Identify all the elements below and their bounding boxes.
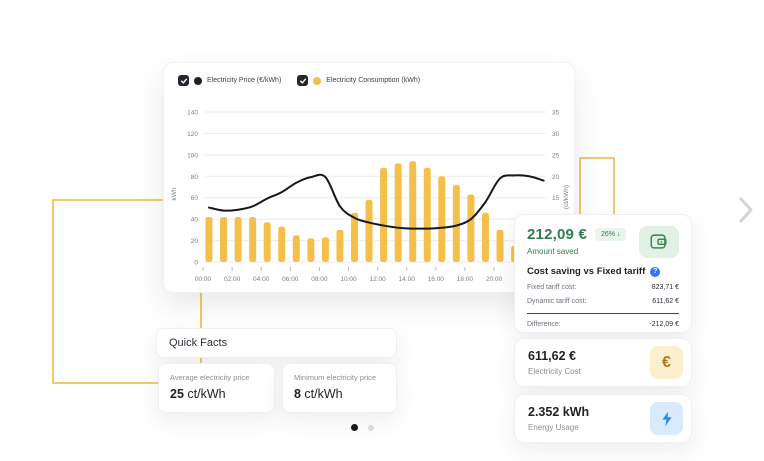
chart-legend: Electricity Price (€/kWh) Electricity Co… [178,75,420,86]
fixed-tariff-row: Fixed tariff cost: 823,71 € [527,284,679,291]
x-axis-tick-label: 20:00 [486,276,503,283]
consumption-bar [292,235,300,262]
price-series-dot-icon [194,76,202,85]
divider [527,313,679,314]
checkbox-checked-icon[interactable] [297,75,309,86]
minimum-price-label: Minimum electricity price [294,373,377,382]
legend-item-price[interactable]: Electricity Price (€/kWh) [178,75,281,86]
left-axis-tick: 120 [187,131,198,138]
x-axis-tick-label: 04:00 [253,276,270,283]
consumption-bar [234,217,242,262]
left-axis-tick: 0 [194,260,198,267]
electricity-cost-card: 611,62 € Electricity Cost € [514,338,692,387]
x-axis-tick-label: 18:00 [457,276,474,283]
dynamic-tariff-row: Dynamic tariff cost: 611,62 € [527,298,679,305]
x-axis-tick-label: 16:00 [428,276,445,283]
legend-label-price: Electricity Price (€/kWh) [207,77,282,84]
consumption-bar [336,229,344,262]
energy-usage-card: 2.352 kWh Energy Usage [514,394,692,443]
chevron-right-icon [739,197,753,223]
consumption-bar [278,226,286,262]
left-axis-tick: 60 [191,195,199,202]
consumption-bar [307,238,315,262]
x-axis-tick-label: 14:00 [399,276,416,283]
consumption-bar [452,184,460,262]
consumption-bar [249,217,257,262]
right-axis-tick: 30 [552,131,560,138]
quick-facts-title: Quick Facts [169,337,228,349]
carousel-dot-active[interactable] [351,424,358,431]
right-axis-tick: 25 [552,152,560,159]
energy-usage-value: 2.352 kWh [528,405,590,419]
consumption-bar [438,176,446,262]
chart-panel: Electricity Price (€/kWh) Electricity Co… [163,62,575,293]
consumption-bar [205,217,213,262]
consumption-bar [220,217,228,262]
amount-saved-label: Amount saved [527,247,579,256]
consumption-bar [365,199,373,262]
legend-label-consumption: Electricity Consumption (kWh) [326,77,421,84]
left-axis-tick: 40 [191,217,199,224]
consumption-bar [263,222,271,262]
left-axis-tick: 140 [187,110,198,117]
consumption-bar [467,194,475,262]
info-icon[interactable]: ? [650,266,661,277]
carousel-next-button[interactable] [734,194,758,226]
consumption-series-dot-icon [313,76,322,85]
consumption-price-chart: 0 20 40 60 80 100 120 140 15 20 25 30 35 kWh (ct/kWh) 0… [171,110,570,284]
minimum-price-card: Minimum electricity price 8 ct/kWh [282,363,397,413]
x-axis-tick-label: 06:00 [282,276,299,283]
average-price-value: 25 ct/kWh [170,387,226,401]
carousel-dots [351,424,374,431]
euro-icon: € [650,346,683,379]
x-axis-tick-label: 10:00 [340,276,357,283]
x-axis-tick-label: 12:00 [369,276,386,283]
cost-saving-title: Cost saving vs Fixed tariff [527,266,646,277]
average-price-label: Average electricity price [170,373,250,382]
left-axis-title: kWh [171,187,178,200]
left-axis-tick: 80 [191,174,199,181]
x-axis-tick-label: 00:00 [195,276,212,283]
amount-saved-value: 212,09 € [527,226,587,243]
average-price-card: Average electricity price 25 ct/kWh [158,363,275,413]
wallet-icon [639,226,679,258]
energy-usage-label: Energy Usage [528,423,579,432]
checkbox-checked-icon[interactable] [178,75,189,86]
consumption-bar [481,212,489,262]
consumption-bar [394,163,402,262]
cost-saving-card: 212,09 € 26% ↓ Amount saved Cost saving … [514,214,692,333]
lightning-bolt-icon [650,402,683,435]
right-axis-tick: 15 [552,195,560,202]
legend-item-consumption[interactable]: Electricity Consumption (kWh) [297,75,420,86]
electricity-cost-label: Electricity Cost [528,367,581,376]
consumption-bar [351,212,358,262]
difference-row: Difference: -212,09 € [527,321,679,328]
savings-percent-badge: 26% ↓ [595,228,627,241]
x-axis-tick-label: 02:00 [224,276,241,283]
left-axis-tick: 100 [187,152,198,159]
consumption-bar [380,167,388,262]
carousel-dot-inactive[interactable] [368,424,374,431]
minimum-price-value: 8 ct/kWh [294,387,343,401]
electricity-cost-value: 611,62 € [528,349,576,363]
left-axis-tick: 20 [191,238,199,245]
consumption-bar [423,167,431,262]
right-axis-tick: 35 [552,110,560,117]
consumption-bar [409,161,417,262]
consumption-bar [321,237,329,262]
x-axis-tick-label: 08:00 [311,276,328,283]
price-line [208,173,545,230]
right-axis-title: (ct/kWh) [563,185,570,209]
consumption-bar [496,229,504,262]
quick-facts-card: Quick Facts [156,328,397,358]
right-axis-tick: 20 [552,174,560,181]
